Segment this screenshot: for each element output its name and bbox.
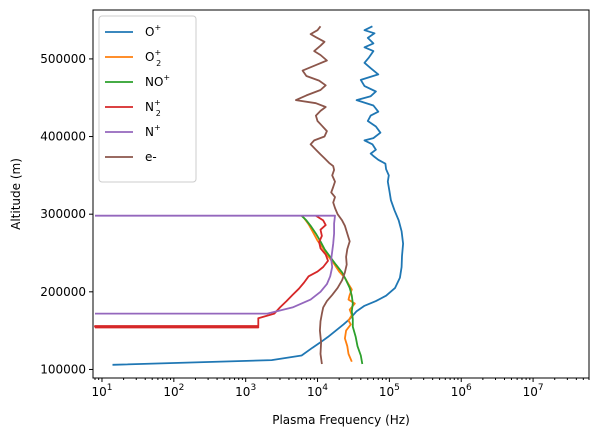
x-axis-ticks: 101 102 103 104 105 106 107 — [91, 378, 590, 399]
axes — [92, 9, 590, 379]
x-axis-label: Plasma Frequency (Hz) — [272, 413, 410, 427]
legend-label-2: O+ 2 — [145, 48, 161, 68]
legend-label-5: N+ — [145, 123, 161, 139]
y-axis-ticks: 100000 200000 300000 400000 500000 — [40, 52, 93, 376]
x-tick-label: 104 — [307, 383, 328, 399]
legend-label-1: O+ — [145, 23, 161, 39]
legend-label-3: NO+ — [145, 73, 170, 89]
series-line-3 — [300, 215, 364, 365]
series-line-6 — [295, 25, 351, 365]
y-tick-label: 400000 — [40, 130, 86, 144]
y-tick-label: 200000 — [40, 285, 86, 299]
plot-area — [94, 25, 404, 366]
series-line-1 — [112, 25, 404, 366]
x-tick-label: 101 — [91, 383, 112, 399]
series-line-4 — [94, 214, 329, 329]
axes-frame — [92, 9, 590, 379]
series-line-2 — [300, 215, 356, 363]
legend: O+ O+ 2 NO+ N+ 2 N+ e- — [98, 15, 197, 183]
y-tick-label: 100000 — [40, 362, 86, 376]
legend-label-6: e- — [145, 150, 157, 164]
y-tick-label: 300000 — [40, 207, 86, 221]
x-tick-label: 105 — [379, 383, 400, 399]
legend-label-4: N+ 2 — [145, 98, 161, 118]
series-line-5 — [95, 214, 336, 315]
x-tick-label: 102 — [163, 383, 184, 399]
x-tick-label: 106 — [451, 383, 472, 399]
y-axis-label: Altitude (m) — [9, 158, 23, 230]
x-tick-label: 103 — [235, 383, 256, 399]
y-tick-label: 500000 — [40, 52, 86, 66]
x-tick-label: 107 — [523, 383, 544, 399]
